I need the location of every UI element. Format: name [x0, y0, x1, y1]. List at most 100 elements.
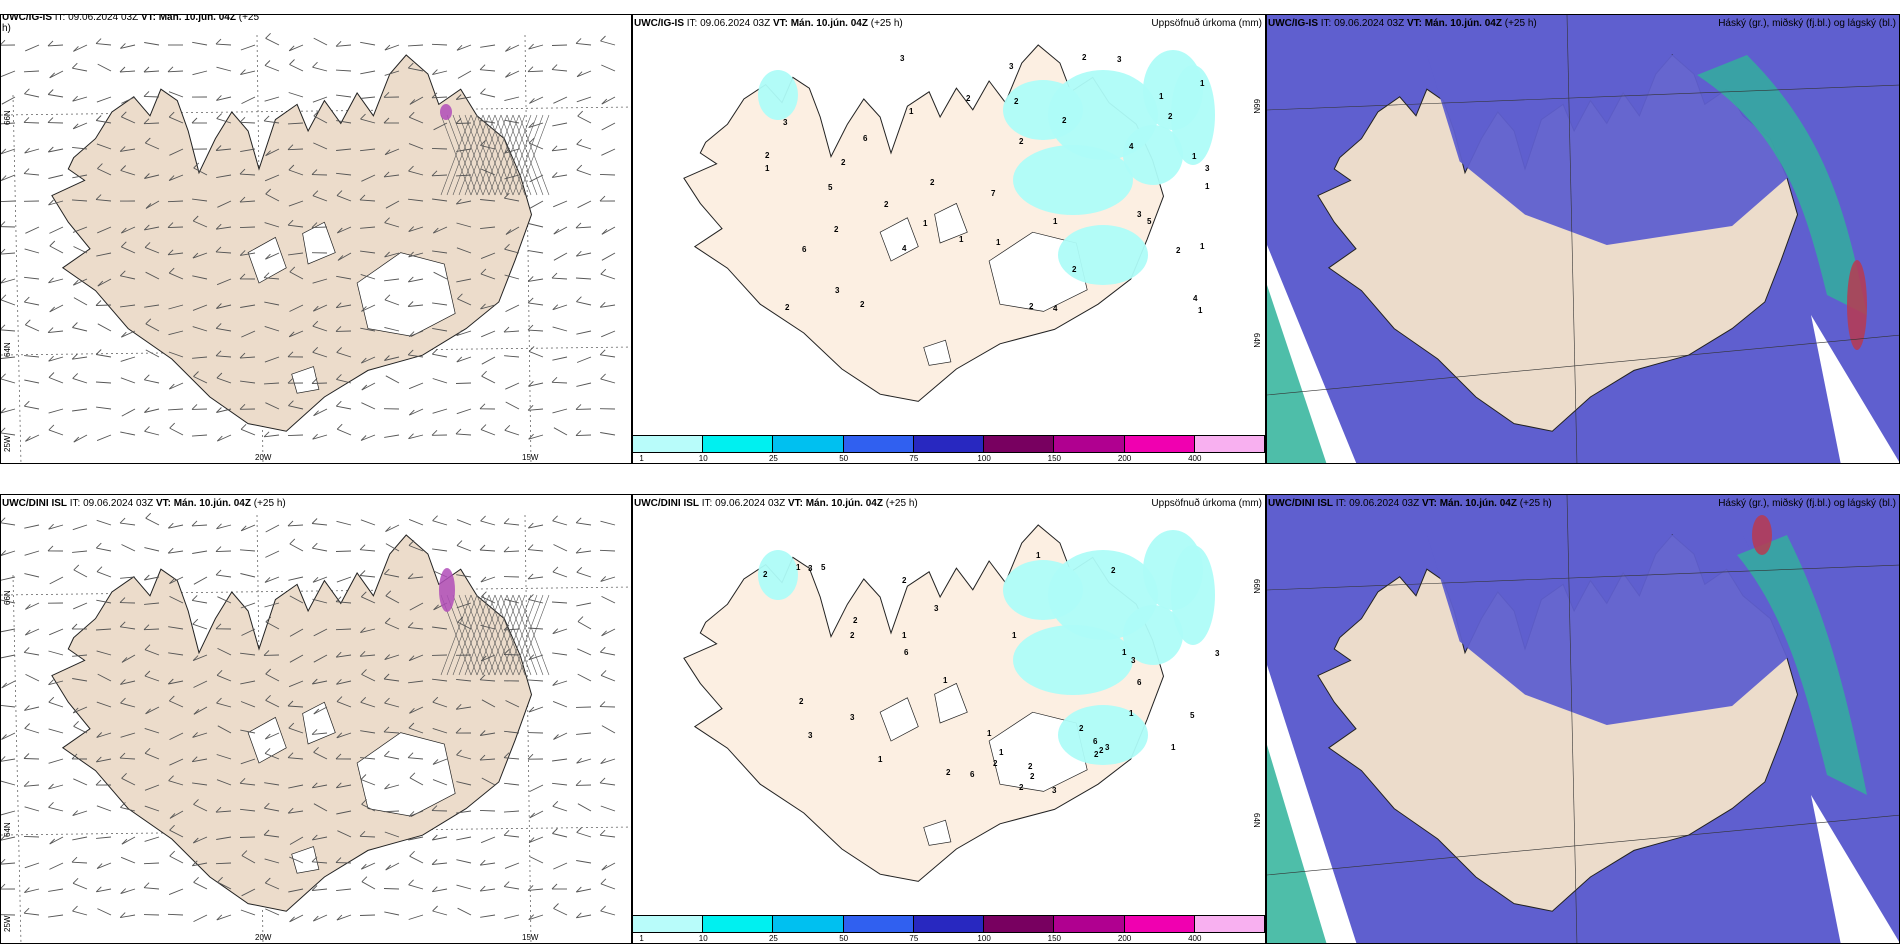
precip-value: 6 [970, 770, 975, 779]
legend-color-segment [1054, 916, 1125, 932]
glacier-outline [879, 697, 919, 742]
glacier-outline [247, 236, 287, 284]
glacier-outline [923, 819, 952, 846]
precip-value: 1 [1205, 182, 1210, 191]
lon-label: 20W [255, 453, 272, 462]
legend-tick-label: 75 [909, 934, 919, 943]
legend-color-segment [843, 916, 914, 932]
precip-value: 3 [1131, 656, 1136, 665]
precip-value: 4 [1193, 294, 1198, 303]
precip-value: 2 [884, 200, 889, 209]
hatched-area [440, 114, 550, 196]
precip-value: 2 [1028, 762, 1033, 771]
glacier-outline [356, 252, 456, 337]
precip-value: 2 [1111, 566, 1116, 575]
precip-value: 2 [763, 570, 768, 579]
legend-color-segment [843, 436, 914, 452]
legend-color-segment [773, 436, 844, 452]
precip-value: 2 [1014, 97, 1019, 106]
glacier-outline [923, 339, 952, 366]
precip-value: 1 [878, 755, 883, 764]
graticule [1267, 495, 1899, 943]
glacier-outline [302, 701, 336, 745]
precip-value: 1 [1192, 152, 1197, 161]
legend-tick-label: 75 [909, 454, 919, 463]
lat-label: 64N [1252, 333, 1261, 348]
precip-value: 2 [799, 697, 804, 706]
panel-title: UWC/IG-IS IT: 09.06.2024 03Z VT: Mán. 10… [1268, 18, 1537, 29]
lon-label: 25W [3, 915, 12, 932]
precip-value: 6 [904, 648, 909, 657]
lon-label: 25W [3, 435, 12, 452]
legend-color-segment [773, 916, 844, 932]
lon-label: 15W [522, 453, 539, 462]
precip-map-top: 1123211221654467223242322322212153211123… [683, 44, 1215, 402]
glacier-outline [291, 366, 320, 394]
legend-tick-label: 400 [1188, 454, 1202, 463]
hatched-area [440, 594, 550, 676]
cloud-map-top [1267, 15, 1899, 463]
precip-value: 5 [1190, 711, 1195, 720]
legend-tick-label: 400 [1188, 934, 1202, 943]
precip-value: 1 [923, 219, 928, 228]
precip-value: 5 [828, 183, 833, 192]
legend-tick-label: 200 [1117, 454, 1132, 463]
legend-color-segment [1054, 436, 1125, 452]
wind-barbs [1, 512, 616, 923]
precip-value: 2 [1030, 772, 1035, 781]
graticule [1267, 15, 1899, 463]
precip-value: 2 [1168, 112, 1173, 121]
wind-map-top [1, 32, 631, 463]
precip-areas [758, 530, 1215, 765]
precip-value: 1 [1053, 217, 1058, 226]
legend-tick-label: 10 [698, 934, 708, 943]
legend-color-segment [984, 436, 1055, 452]
panel-subtitle: Uppsöfnuð úrkoma (mm) [1151, 18, 1262, 29]
lat-label: 66N [3, 590, 12, 605]
panel-subtitle: Háský (gr.), miðský (fj.bl.) og lágský (… [1718, 18, 1896, 29]
precip-value: 1 [996, 238, 1001, 247]
precip-value: 2 [765, 151, 770, 160]
precip-value: 3 [1009, 62, 1014, 71]
precip-value: 2 [1029, 302, 1034, 311]
legend-color-segment [913, 916, 985, 932]
precip-value: 1 [1036, 551, 1041, 560]
glacier-outline [934, 682, 968, 724]
panel-subtitle: Háský (gr.), miðský (fj.bl.) og lágský (… [1718, 498, 1896, 509]
precip-value: 2 [841, 158, 846, 167]
precip-value: 3 [1117, 55, 1122, 64]
legend-color-segment [1124, 436, 1195, 452]
legend-color-segment [703, 916, 774, 932]
lon-label: 15W [522, 933, 539, 942]
precip-value-labels: 1123211221654467223242322322212153211123… [765, 53, 1210, 315]
precip-value: 1 [765, 164, 770, 173]
low-cloud-patch [1752, 515, 1772, 555]
precip-value: 2 [785, 303, 790, 312]
lat-label: 66N [1252, 579, 1261, 594]
legend-tick-label: 1 [639, 454, 644, 463]
precip-value: 1 [959, 235, 964, 244]
glacier-outline [934, 202, 968, 244]
glacier-outline [356, 732, 456, 817]
legend-tick-label: 200 [1117, 934, 1132, 943]
precip-value: 2 [1072, 265, 1077, 274]
precip-value: 2 [1094, 750, 1099, 759]
legend-tick-label: 150 [1047, 934, 1062, 943]
precip-value: 3 [1205, 164, 1210, 173]
precip-value: 1 [1198, 306, 1203, 315]
high-cloud-layer [1426, 55, 1798, 245]
precip-legend: 1 10 25 50 75 100 150 200 400 [633, 435, 1265, 463]
legend-color-segment [1124, 916, 1195, 932]
precip-value: 4 [1129, 142, 1134, 151]
precip-value: 2 [993, 759, 998, 768]
precip-value: 6 [802, 245, 807, 254]
precip-value: 2 [860, 300, 865, 309]
precip-value: 3 [934, 604, 939, 613]
precip-value: 1 [1171, 743, 1176, 752]
glacier-outline [302, 221, 336, 265]
legend-tick-label: 1 [639, 934, 644, 943]
wind-map-bottom [1, 512, 631, 943]
legend-tick-label: 25 [768, 454, 778, 463]
wind-map-panel-top: UWC/IG-IS IT: 09.06.2024 03Z VT: Mán. 10… [0, 14, 632, 464]
precip-value: 3 [808, 731, 813, 740]
